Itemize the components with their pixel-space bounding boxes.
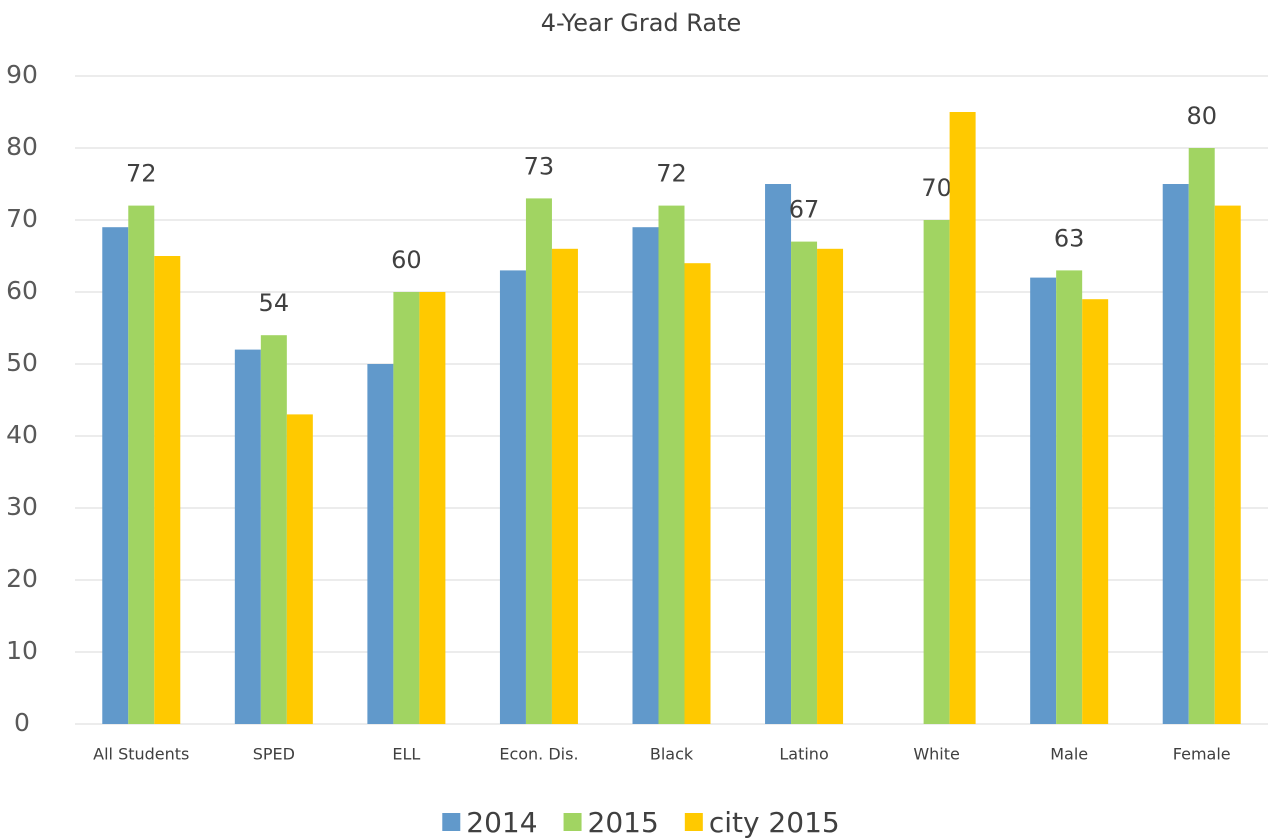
- bar: [1030, 277, 1057, 724]
- data-label: 80: [1186, 102, 1217, 130]
- x-tick-label: Econ. Dis.: [499, 745, 578, 764]
- bar: [154, 256, 181, 724]
- data-label: 67: [789, 196, 820, 224]
- y-tick-label: 70: [6, 204, 38, 233]
- bar: [1082, 299, 1109, 724]
- bar: [102, 227, 129, 724]
- bar: [684, 263, 711, 724]
- bar: [1056, 270, 1083, 724]
- legend-swatch: [563, 813, 582, 831]
- bar: [658, 205, 685, 725]
- x-tick-label: Male: [1050, 745, 1088, 764]
- data-label: 72: [126, 160, 157, 188]
- bar: [234, 349, 261, 724]
- data-label: 54: [259, 289, 290, 317]
- bar: [525, 198, 552, 724]
- data-label: 60: [391, 246, 422, 274]
- bar: [1162, 184, 1189, 724]
- bar: [419, 292, 446, 724]
- data-label: 63: [1054, 224, 1085, 252]
- data-label: 70: [921, 174, 952, 202]
- x-tick-label: Black: [650, 745, 694, 764]
- bar: [949, 112, 976, 724]
- bar: [367, 364, 394, 724]
- x-tick-label: White: [913, 745, 960, 764]
- bar: [791, 241, 818, 724]
- bar: [765, 184, 792, 724]
- legend-swatch: [442, 813, 461, 831]
- y-tick-label: 90: [6, 60, 38, 89]
- bar: [632, 227, 659, 724]
- bar: [128, 205, 155, 725]
- y-tick-label: 30: [6, 492, 38, 521]
- y-tick-label: 10: [6, 636, 38, 665]
- legend-swatch: [684, 813, 703, 831]
- legend-label: city 2015: [709, 806, 840, 839]
- y-tick-label: 80: [6, 132, 38, 161]
- bar: [286, 414, 313, 724]
- y-tick-label: 20: [6, 564, 38, 593]
- y-tick-label: 50: [6, 348, 38, 377]
- chart-title: 4-Year Grad Rate: [541, 9, 742, 37]
- x-tick-label: All Students: [93, 745, 189, 764]
- x-tick-label: Latino: [779, 745, 828, 764]
- bar: [393, 292, 420, 724]
- bar: [1214, 205, 1241, 725]
- y-tick-label: 60: [6, 276, 38, 305]
- bar: [499, 270, 526, 724]
- data-label: 73: [524, 152, 555, 180]
- x-tick-label: SPED: [253, 745, 295, 764]
- bar: [817, 248, 844, 725]
- bar: [1188, 148, 1215, 724]
- x-tick-label: Female: [1173, 745, 1231, 764]
- y-tick-label: 0: [14, 708, 30, 737]
- legend-label: 2015: [588, 806, 659, 839]
- bar: [923, 220, 950, 724]
- x-tick-label: ELL: [392, 745, 420, 764]
- bar: [260, 335, 287, 724]
- bar: [551, 248, 578, 725]
- y-tick-label: 40: [6, 420, 38, 449]
- data-label: 72: [656, 160, 687, 188]
- legend-label: 2014: [466, 806, 537, 839]
